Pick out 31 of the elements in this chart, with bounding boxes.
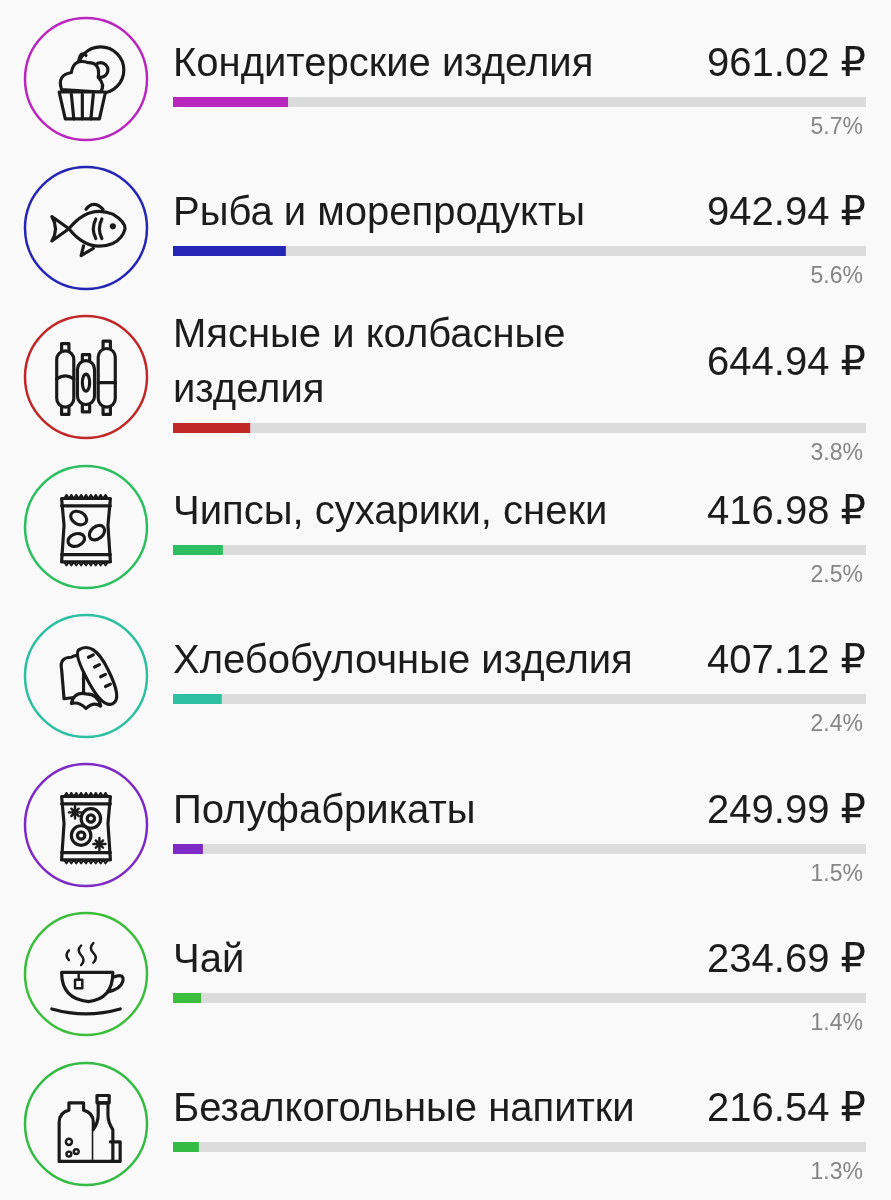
bar [173, 545, 223, 556]
data-label: 407.12 ₽ [707, 636, 866, 684]
bar [173, 843, 203, 854]
data-label: 416.98 ₽ [707, 487, 866, 535]
data-label: 644.94 ₽ [707, 337, 866, 385]
y-tick-label: Чай [173, 934, 246, 982]
data-label: 961.02 ₽ [707, 39, 866, 87]
bar [173, 97, 289, 108]
y-tick-label: Кондитерские изделия [173, 39, 595, 87]
y-tick-label: Рыба и морепродукты [173, 188, 587, 236]
y-tick-label: Чипсы, сухарики, снеки [173, 487, 609, 535]
annotation: 2.4% [809, 709, 864, 738]
y-tick-label: Хлебобулочные изделия [173, 636, 634, 684]
bar [173, 694, 222, 705]
annotation: 1.3% [809, 1157, 864, 1186]
data-label: 942.94 ₽ [707, 188, 866, 236]
y-tick-label: Мясные и колбасные изделия [173, 310, 567, 413]
annotation: 1.5% [809, 858, 864, 887]
y-tick-label: Безалкогольные напитки [173, 1084, 636, 1132]
data-label: 216.54 ₽ [707, 1084, 866, 1132]
bar [173, 246, 286, 257]
bar [173, 1142, 199, 1153]
annotation: 5.6% [809, 261, 864, 290]
y-tick-label: Полуфабрикаты [173, 785, 477, 833]
bar [173, 992, 202, 1003]
data-label: 249.99 ₽ [707, 785, 866, 833]
annotation: 5.7% [809, 112, 864, 141]
annotation: 3.8% [809, 438, 864, 467]
data-label: 234.69 ₽ [707, 934, 866, 982]
annotation: 1.4% [809, 1007, 864, 1036]
annotation: 2.5% [809, 560, 864, 589]
